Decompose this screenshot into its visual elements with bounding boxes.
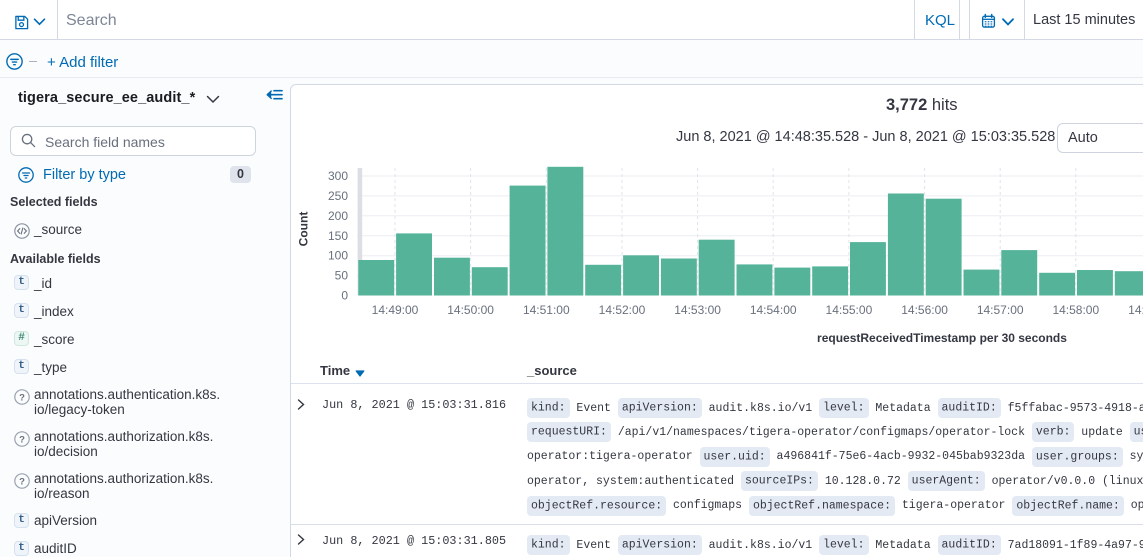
svg-text:14:59:00: 14:59:00 bbox=[1128, 303, 1143, 317]
svg-text:14:55:00: 14:55:00 bbox=[826, 303, 873, 317]
svg-text:0: 0 bbox=[341, 289, 348, 303]
svg-text:14:49:00: 14:49:00 bbox=[372, 303, 419, 317]
svg-text:250: 250 bbox=[328, 189, 348, 203]
svg-text:?: ? bbox=[19, 476, 25, 487]
svg-text:14:51:00: 14:51:00 bbox=[523, 303, 570, 317]
svg-text:150: 150 bbox=[328, 229, 348, 243]
svg-text:14:57:00: 14:57:00 bbox=[977, 303, 1024, 317]
svg-text:requestReceivedTimestamp per 3: requestReceivedTimestamp per 30 seconds bbox=[817, 331, 1067, 345]
svg-text:14:50:00: 14:50:00 bbox=[447, 303, 494, 317]
svg-text:?: ? bbox=[19, 434, 25, 445]
svg-text:Count: Count bbox=[297, 212, 311, 247]
svg-text:50: 50 bbox=[335, 269, 349, 283]
svg-text:14:52:00: 14:52:00 bbox=[599, 303, 646, 317]
svg-text:14:56:00: 14:56:00 bbox=[901, 303, 948, 317]
svg-text:?: ? bbox=[19, 392, 25, 403]
svg-text:14:54:00: 14:54:00 bbox=[750, 303, 797, 317]
svg-text:100: 100 bbox=[328, 249, 348, 263]
svg-text:200: 200 bbox=[328, 209, 348, 223]
svg-text:14:58:00: 14:58:00 bbox=[1052, 303, 1099, 317]
svg-text:300: 300 bbox=[328, 169, 348, 183]
svg-text:14:53:00: 14:53:00 bbox=[674, 303, 721, 317]
